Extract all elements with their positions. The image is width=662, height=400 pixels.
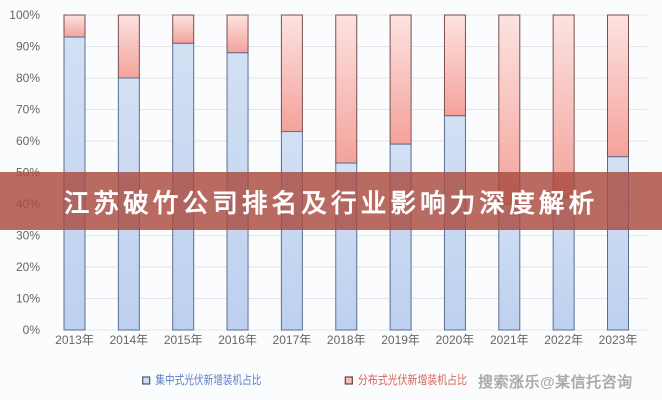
svg-text:2013年: 2013年: [55, 333, 94, 347]
svg-text:60%: 60%: [16, 134, 40, 148]
svg-text:2020年: 2020年: [436, 333, 475, 347]
svg-text:70%: 70%: [16, 103, 40, 117]
svg-text:2015年: 2015年: [164, 333, 203, 347]
svg-text:2021年: 2021年: [490, 333, 529, 347]
svg-text:2022年: 2022年: [544, 333, 583, 347]
svg-text:0%: 0%: [23, 323, 41, 337]
svg-text:100%: 100%: [9, 8, 40, 22]
svg-text:2023年: 2023年: [599, 333, 638, 347]
svg-text:2019年: 2019年: [381, 333, 420, 347]
svg-text:80%: 80%: [16, 71, 40, 85]
svg-text:分布式光伏新增装机占比: 分布式光伏新增装机占比: [358, 372, 467, 387]
svg-text:集中式光伏新增装机占比: 集中式光伏新增装机占比: [155, 372, 261, 387]
svg-text:2017年: 2017年: [273, 333, 312, 347]
svg-text:10%: 10%: [16, 292, 40, 306]
svg-text:2016年: 2016年: [218, 333, 257, 347]
svg-text:2014年: 2014年: [109, 333, 148, 347]
svg-text:2018年: 2018年: [327, 333, 366, 347]
svg-text:90%: 90%: [16, 40, 40, 54]
svg-text:30%: 30%: [16, 229, 40, 243]
svg-text:20%: 20%: [16, 260, 40, 274]
